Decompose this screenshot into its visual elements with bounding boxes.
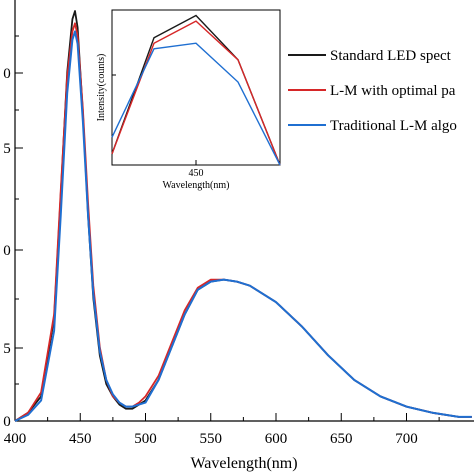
legend-label-3: Traditional L-M algo — [330, 118, 457, 134]
x-tick-label: 650 — [330, 431, 353, 447]
inset-series-line-3 — [111, 42, 281, 166]
x-axis-title: Wavelength(nm) — [190, 455, 297, 472]
legend: Standard LED spect L-M with optimal pa Tra… — [288, 48, 457, 134]
x-tick-label: 400 — [4, 431, 27, 447]
inset-x-axis-title: Wavelength(nm) — [163, 180, 230, 191]
inset-frame — [111, 9, 281, 166]
main-plot-area: 400 450 500 550 600 650 700 0 5 0 5 0 Wavelength(nm) — [3, 0, 474, 472]
x-tick-label: 700 — [395, 431, 418, 447]
x-tick-label: 600 — [265, 431, 288, 447]
series-line-3 — [14, 30, 472, 422]
y-tick-label: 5 — [3, 141, 11, 157]
x-tick-label: 500 — [134, 431, 157, 447]
y-tick-label: 0 — [3, 243, 11, 259]
y-tick-label: 5 — [3, 341, 11, 357]
x-tick-label: 450 — [69, 431, 92, 447]
legend-label-2: L-M with optimal pa — [330, 83, 456, 99]
y-tick-label: 0 — [3, 414, 11, 430]
main-series-lines — [14, 10, 472, 422]
inset-y-axis-title: Intensity(counts) — [96, 54, 107, 122]
legend-label-1: Standard LED spect — [330, 48, 452, 64]
x-tick-label: 550 — [200, 431, 223, 447]
inset-series-line-2 — [111, 20, 281, 166]
y-tick-label: 0 — [3, 66, 11, 82]
inset-x-tick-label: 450 — [189, 168, 204, 179]
